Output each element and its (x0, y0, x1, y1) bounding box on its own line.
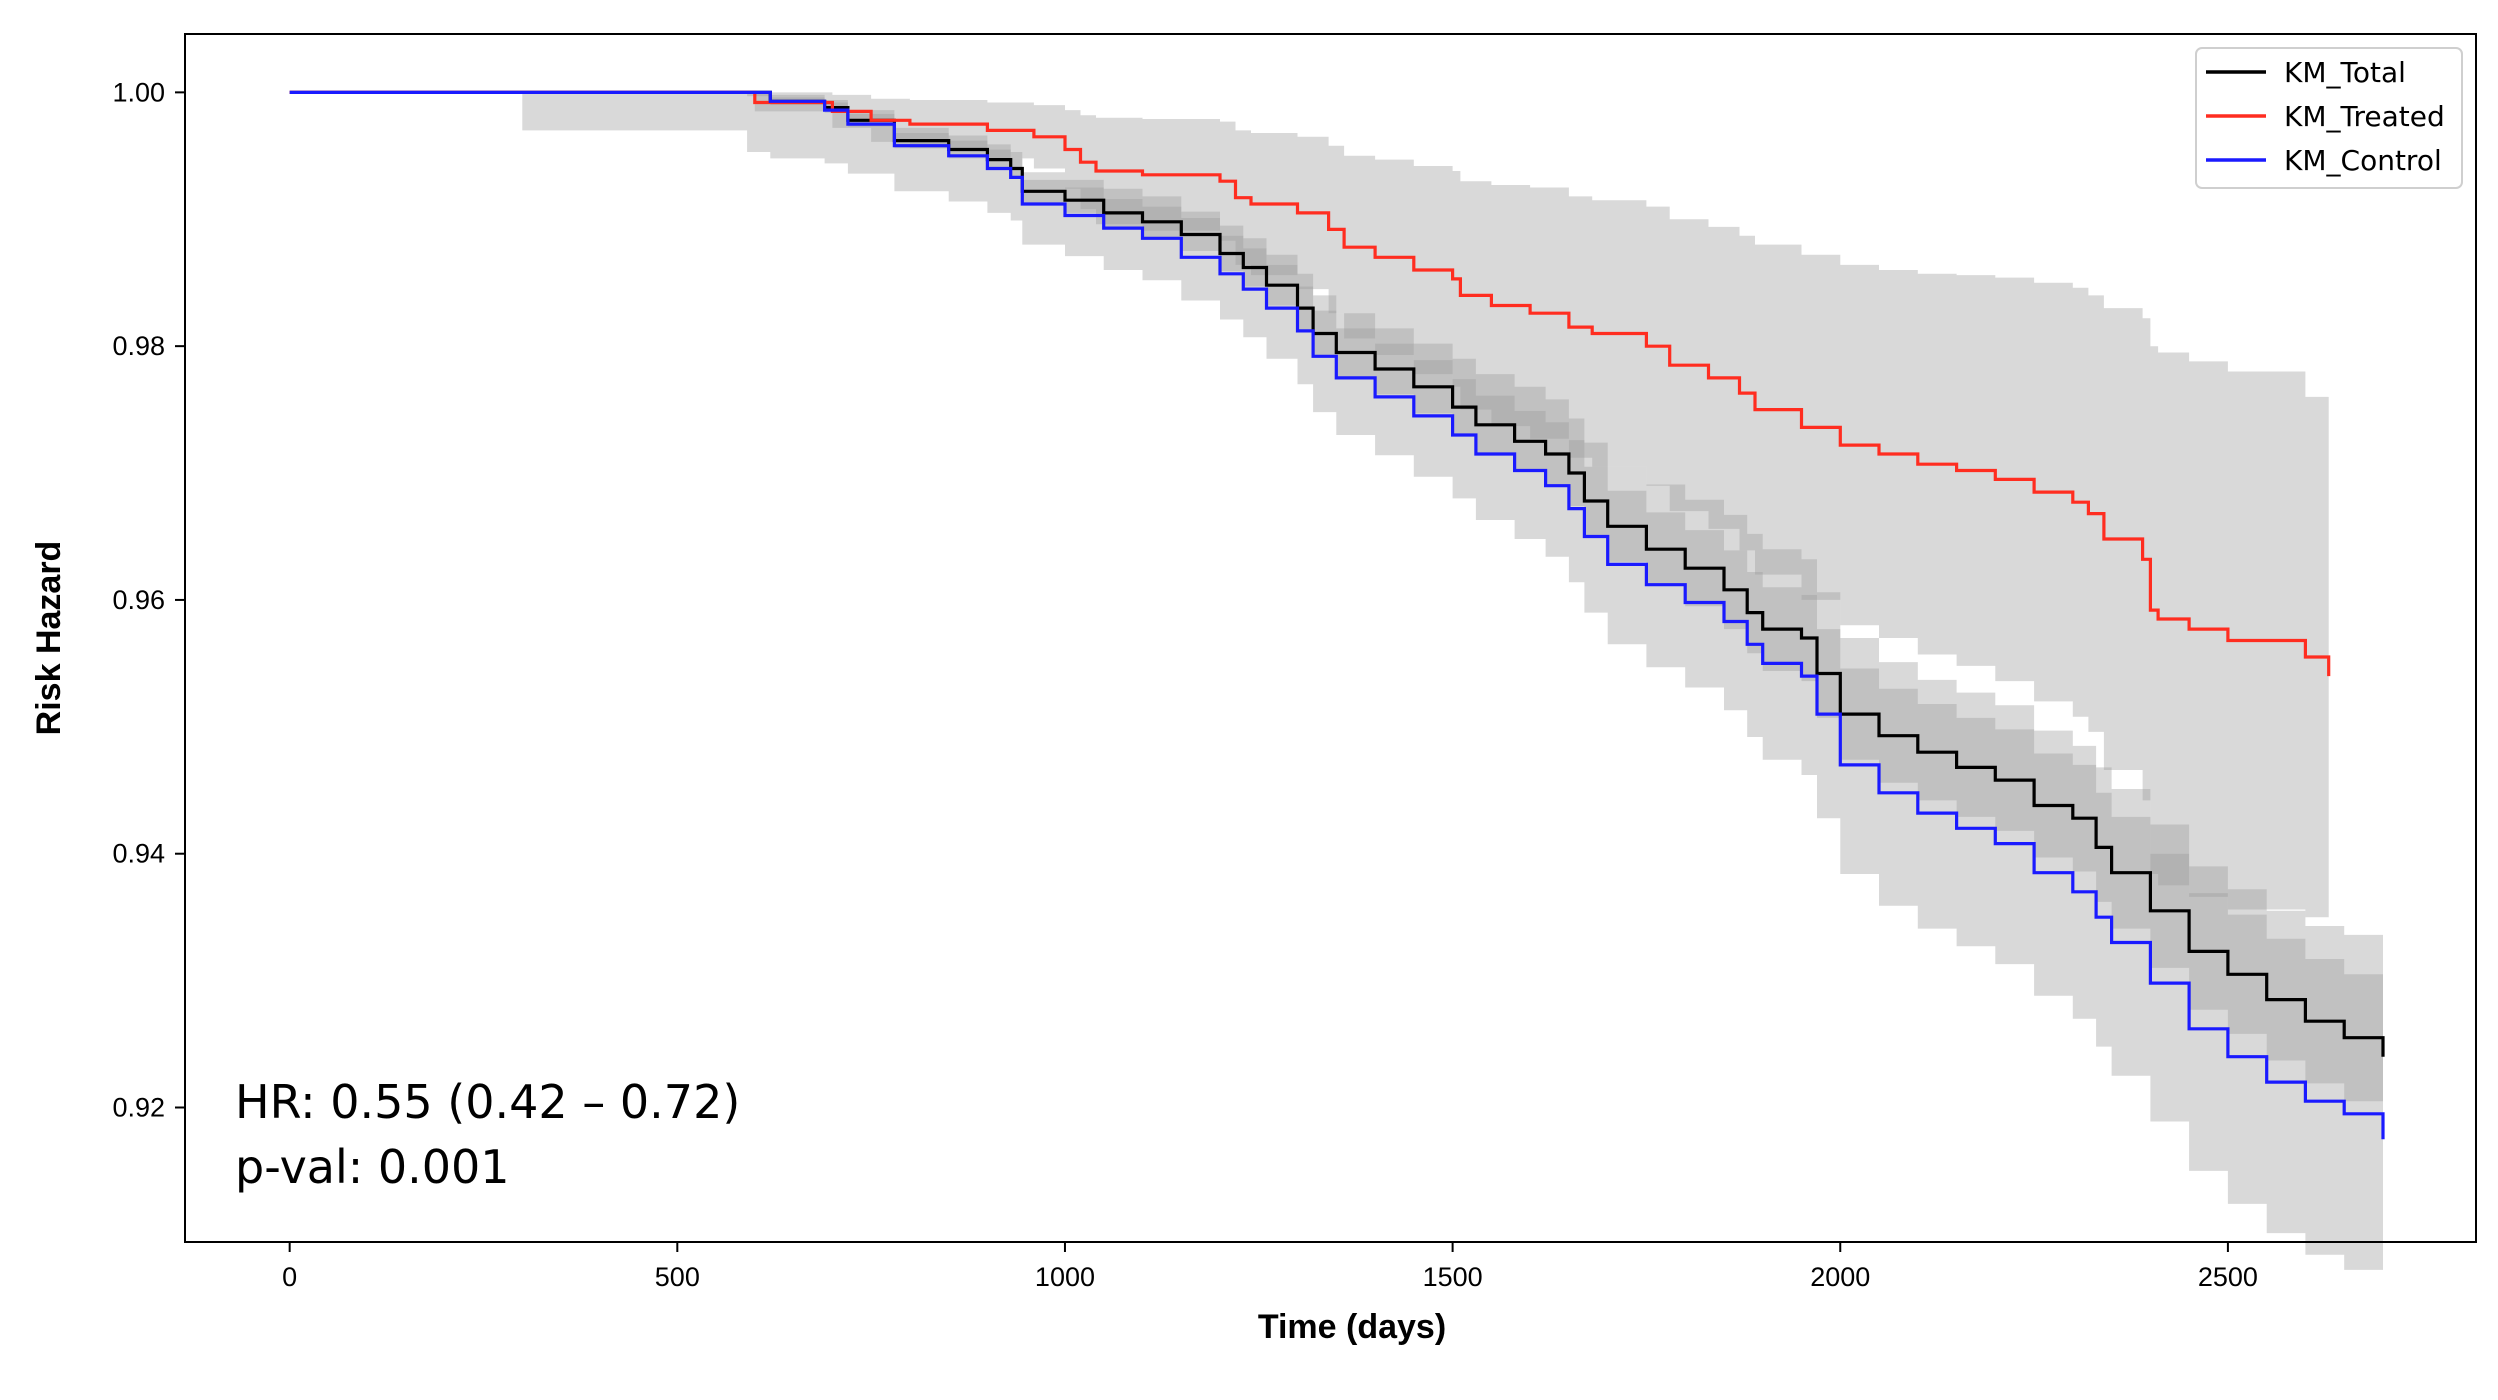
y-tick-label: 0.94 (112, 839, 165, 869)
x-tick-label: 500 (655, 1262, 700, 1292)
line-km-treated (289, 90, 2331, 677)
y-axis: 0.92 0.94 0.96 0.98 1.00 (112, 77, 185, 1122)
y-tick-label: 0.92 (112, 1092, 165, 1122)
x-tick-label: 0 (282, 1262, 297, 1292)
plot-frame (184, 33, 2477, 1243)
line-km-total (289, 90, 2385, 1057)
p-value-annotation: p-val: 0.001 (235, 1140, 510, 1194)
x-tick-label: 2500 (2198, 1262, 2258, 1292)
legend: KM_Total KM_Treated KM_Control (2195, 47, 2463, 189)
x-tick-label: 1000 (1035, 1262, 1095, 1292)
line-km-control (289, 90, 2385, 1140)
legend-label-km-control: KM_Control (2284, 144, 2442, 177)
x-tick-label: 1500 (1423, 1262, 1483, 1292)
legend-label-km-total: KM_Total (2284, 56, 2406, 89)
y-tick-label: 0.98 (112, 331, 165, 361)
y-tick-label: 0.96 (112, 585, 165, 615)
x-axis: 0 500 1000 1500 2000 2500 (282, 1242, 2258, 1292)
ci-band-km-treated (289, 92, 2329, 918)
legend-box (2195, 47, 2463, 189)
x-axis-label: Time (days) (1258, 1308, 1446, 1346)
series-lines (289, 90, 2385, 1140)
y-tick-label: 1.00 (112, 77, 165, 107)
y-axis-label: Risk Hazard (30, 541, 68, 736)
x-tick-label: 2000 (1810, 1262, 1870, 1292)
legend-label-km-treated: KM_Treated (2284, 100, 2445, 133)
confidence-bands (289, 92, 2384, 1270)
ci-band-km-control (289, 92, 2384, 1270)
hazard-ratio-annotation: HR: 0.55 (0.42 – 0.72) (235, 1075, 740, 1129)
